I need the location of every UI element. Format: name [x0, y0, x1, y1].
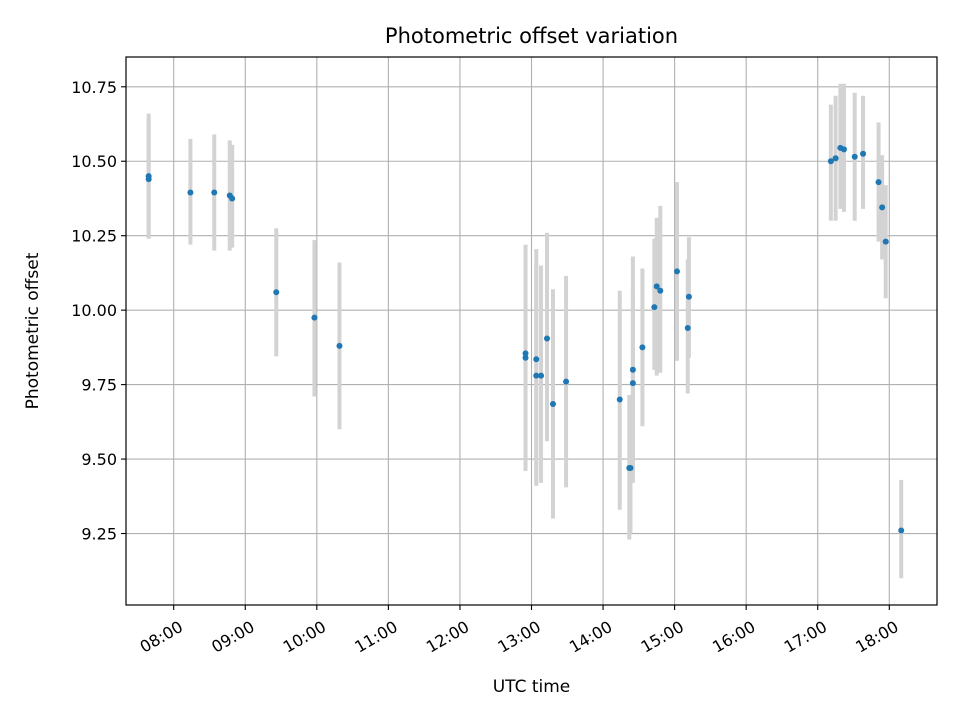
data-point: [629, 366, 636, 373]
data-point: [563, 378, 570, 385]
data-point: [674, 268, 681, 275]
data-point: [533, 356, 540, 363]
data-point: [882, 238, 889, 245]
y-tick-label: 9.50: [81, 450, 117, 469]
data-point: [875, 179, 882, 186]
data-point: [653, 283, 660, 290]
data-point: [522, 350, 529, 357]
data-point: [832, 155, 839, 162]
y-tick-label: 10.75: [71, 78, 117, 97]
data-point: [657, 287, 664, 294]
data-point: [549, 400, 556, 407]
data-point: [538, 372, 545, 379]
data-point: [336, 342, 343, 349]
data-point: [851, 153, 858, 160]
data-point: [898, 527, 905, 534]
data-points: [145, 144, 905, 534]
data-point: [827, 158, 834, 165]
data-point: [211, 189, 218, 196]
data-point: [651, 304, 658, 311]
data-point: [229, 195, 236, 202]
y-tick-label: 9.75: [81, 376, 117, 395]
data-point: [629, 380, 636, 387]
chart-title: Photometric offset variation: [385, 24, 678, 48]
y-axis-title: Photometric offset: [23, 252, 43, 409]
data-point: [533, 372, 540, 379]
y-tick-label: 10.50: [71, 152, 117, 171]
data-point: [879, 204, 886, 211]
data-point: [616, 396, 623, 403]
data-point: [187, 189, 194, 196]
grid: [126, 57, 937, 605]
data-point: [685, 293, 692, 300]
data-point: [639, 344, 646, 351]
data-point: [840, 146, 847, 153]
x-axis-title: UTC time: [493, 677, 571, 697]
y-tick-label: 9.25: [81, 525, 117, 544]
data-point: [522, 354, 529, 361]
y-axis: 9.25 9.50 9.75 10.00 10.25 10.50 10.75: [71, 78, 126, 544]
data-point: [627, 465, 634, 471]
data-point: [311, 314, 318, 321]
data-point: [860, 150, 867, 157]
data-point: [684, 325, 691, 332]
data-point: [273, 289, 280, 296]
y-tick-label: 10.00: [71, 301, 117, 320]
data-point: [544, 335, 551, 342]
y-tick-label: 10.25: [71, 227, 117, 246]
data-point: [145, 176, 152, 183]
